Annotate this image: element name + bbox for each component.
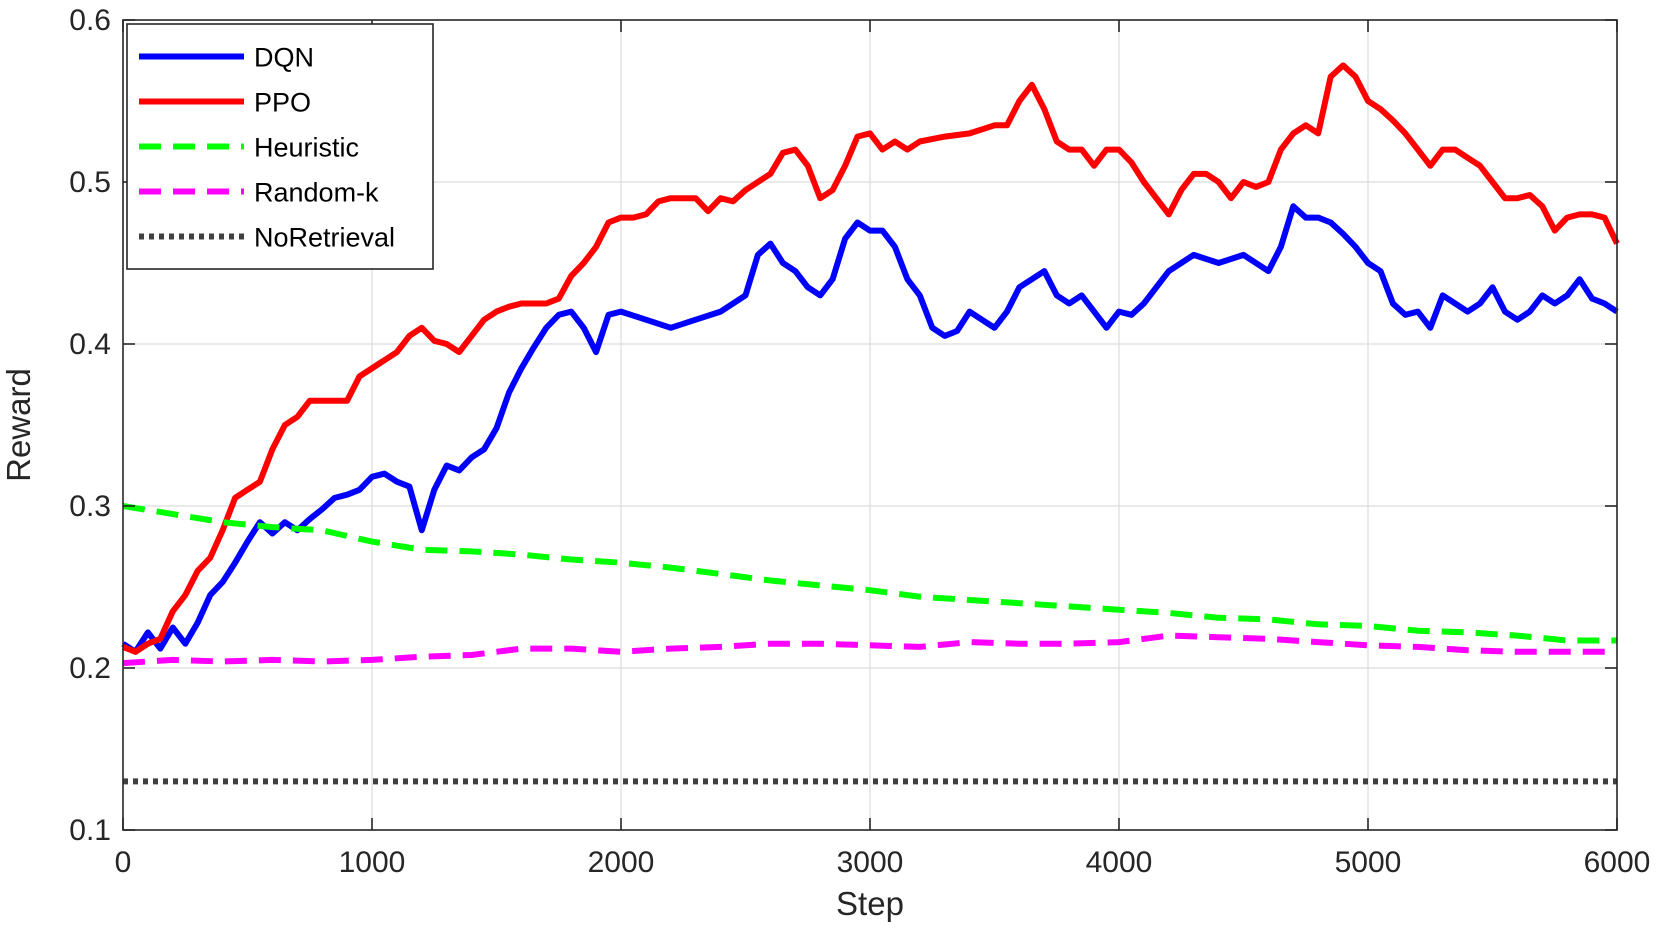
x-tick-label: 4000: [1086, 846, 1153, 879]
series-line-random-k: [122, 632, 1617, 667]
x-tick-label: 3000: [837, 846, 904, 879]
legend-label: NoRetrieval: [254, 223, 395, 253]
y-tick-label: 0.2: [69, 652, 111, 685]
y-tick-label: 0.6: [69, 4, 111, 37]
axis-ticks: 0 1000 2000 3000 4000 5000 6000 0.1 0.2 0.3 0.4 0.5…: [69, 4, 1650, 879]
legend-label: Random-k: [254, 178, 379, 208]
y-tick-label: 0.5: [69, 166, 111, 199]
legend: DQN PPO Heuristic Random-k NoRetrieval: [126, 23, 434, 270]
x-tick-label: 2000: [588, 846, 655, 879]
series-layer: [121, 62, 1620, 785]
y-tick-label: 0.3: [69, 490, 111, 523]
series-line-ppo: [121, 62, 1620, 655]
y-tick-label: 0.1: [69, 814, 111, 847]
y-tick-label: 0.4: [69, 328, 111, 361]
x-tick-label: 6000: [1584, 846, 1651, 879]
x-tick-label: 1000: [339, 846, 406, 879]
legend-label: DQN: [254, 43, 314, 73]
x-tick-label: 0: [115, 846, 132, 879]
x-axis-label: Step: [836, 885, 904, 922]
y-axis-label: Reward: [0, 368, 37, 482]
legend-label: PPO: [254, 88, 311, 118]
series-line-dqn: [121, 203, 1619, 655]
x-tick-label: 5000: [1335, 846, 1402, 879]
legend-label: Heuristic: [254, 133, 359, 163]
series-line-heuristic: [122, 503, 1617, 644]
